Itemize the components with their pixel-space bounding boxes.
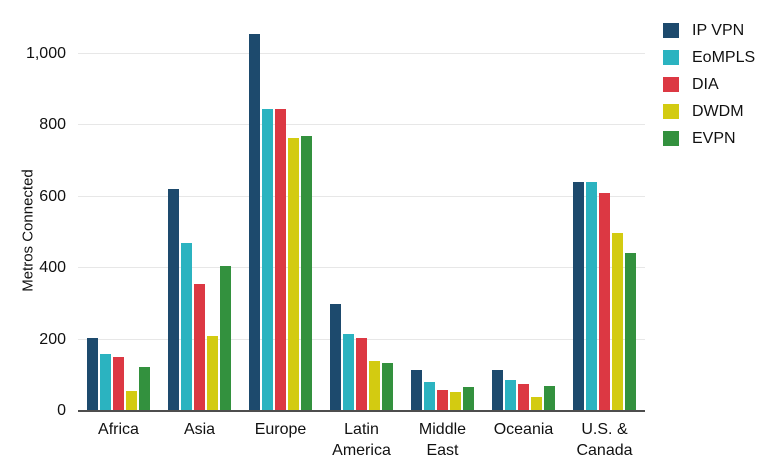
bar-evpn-africa [139, 367, 150, 411]
x-axis-label-latin-america: Latin America [332, 421, 391, 459]
legend-swatch-ip-vpn [663, 23, 679, 38]
bar-group-africa [78, 18, 159, 411]
y-tick-label-1,000: 1,000 [25, 44, 66, 62]
bar-ip-vpn-africa [87, 338, 98, 411]
bar-dia-oceania [518, 384, 529, 411]
legend: IP VPN EoMPLS DIA DWDM EVPN [663, 21, 756, 147]
bar-ip-vpn-oceania [492, 370, 503, 411]
legend-item-ip-vpn: IP VPN [663, 21, 755, 39]
bar-dwdm-europe [288, 138, 299, 411]
bar-dwdm-middle-east [450, 392, 461, 411]
y-axis-title: Metros Connected [19, 169, 37, 292]
bar-group-latin-america [321, 18, 402, 411]
legend-swatch-eompls [663, 50, 679, 65]
bar-evpn-asia [220, 266, 231, 411]
bar-dia-u-s-canada [599, 193, 610, 411]
bar-ip-vpn-europe [249, 34, 260, 411]
y-tick-label-800: 800 [39, 116, 66, 134]
bar-group-europe [240, 18, 321, 411]
bar-groups [78, 18, 645, 411]
bar-dwdm-u-s-canada [612, 233, 623, 411]
bar-eompls-europe [262, 109, 273, 411]
legend-label-eompls: EoMPLS [692, 48, 756, 66]
plot-area [78, 18, 645, 412]
bar-eompls-africa [100, 354, 111, 411]
bar-group-u-s-canada [564, 18, 645, 411]
bar-evpn-latin-america [382, 363, 393, 411]
bar-dia-africa [113, 357, 124, 411]
x-axis-labels: Africa Asia Europe Latin America Middle East… [78, 419, 645, 461]
legend-label-dia: DIA [692, 75, 719, 93]
x-axis-label-europe: Europe [254, 421, 307, 438]
bar-ip-vpn-asia [168, 189, 179, 411]
gridline-800 [78, 124, 645, 126]
x-axis-label-asia: Asia [183, 421, 216, 438]
x-axis-label-middle-east: Middle East [418, 421, 467, 459]
bar-evpn-oceania [544, 386, 555, 411]
y-tick-label-200: 200 [39, 330, 66, 348]
gridline-400 [78, 267, 645, 269]
bar-eompls-u-s-canada [586, 182, 597, 411]
legend-swatch-evpn [663, 131, 679, 146]
bar-dia-middle-east [437, 390, 448, 411]
bar-ip-vpn-u-s-canada [573, 182, 584, 411]
bar-ip-vpn-latin-america [330, 304, 341, 411]
gridline-600 [78, 195, 645, 197]
legend-item-dwdm: DWDM [663, 102, 755, 120]
legend-label-evpn: EVPN [692, 129, 736, 147]
bar-dia-europe [275, 109, 286, 411]
y-tick-label-600: 600 [39, 187, 66, 205]
legend-item-eompls: EoMPLS [663, 48, 756, 66]
gridline-1000 [78, 52, 645, 54]
y-tick-label-0: 0 [57, 402, 66, 419]
bar-dia-latin-america [356, 338, 367, 411]
legend-item-dia: DIA [663, 75, 755, 93]
legend-swatch-dia [663, 77, 679, 92]
bar-evpn-europe [301, 136, 312, 411]
bar-group-middle-east [402, 18, 483, 411]
bar-ip-vpn-middle-east [411, 370, 422, 411]
x-axis-label-oceania: Oceania [493, 421, 554, 438]
bar-dia-asia [194, 284, 205, 411]
y-tick-label-400: 400 [39, 259, 66, 277]
legend-label-dwdm: DWDM [692, 102, 744, 120]
legend-swatch-dwdm [663, 104, 679, 119]
x-axis-label-africa: Africa [98, 421, 139, 438]
bar-eompls-asia [181, 243, 192, 411]
bar-eompls-latin-america [343, 334, 354, 411]
x-axis-label-u-s-canada: U.S. & Canada [576, 421, 633, 459]
bar-group-oceania [483, 18, 564, 411]
bar-evpn-middle-east [463, 387, 474, 411]
bar-eompls-middle-east [424, 382, 435, 411]
bar-eompls-oceania [505, 380, 516, 411]
bar-dwdm-latin-america [369, 361, 380, 411]
bar-evpn-u-s-canada [625, 253, 636, 411]
bar-group-asia [159, 18, 240, 411]
bar-dwdm-asia [207, 336, 218, 411]
legend-item-evpn: EVPN [663, 129, 755, 147]
bar-dwdm-oceania [531, 397, 542, 411]
legend-label-ip-vpn: IP VPN [692, 21, 745, 39]
x-axis-line [78, 410, 645, 412]
bar-dwdm-africa [126, 391, 137, 411]
